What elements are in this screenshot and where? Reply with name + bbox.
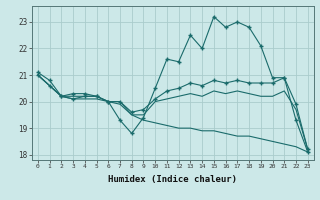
X-axis label: Humidex (Indice chaleur): Humidex (Indice chaleur) [108,175,237,184]
